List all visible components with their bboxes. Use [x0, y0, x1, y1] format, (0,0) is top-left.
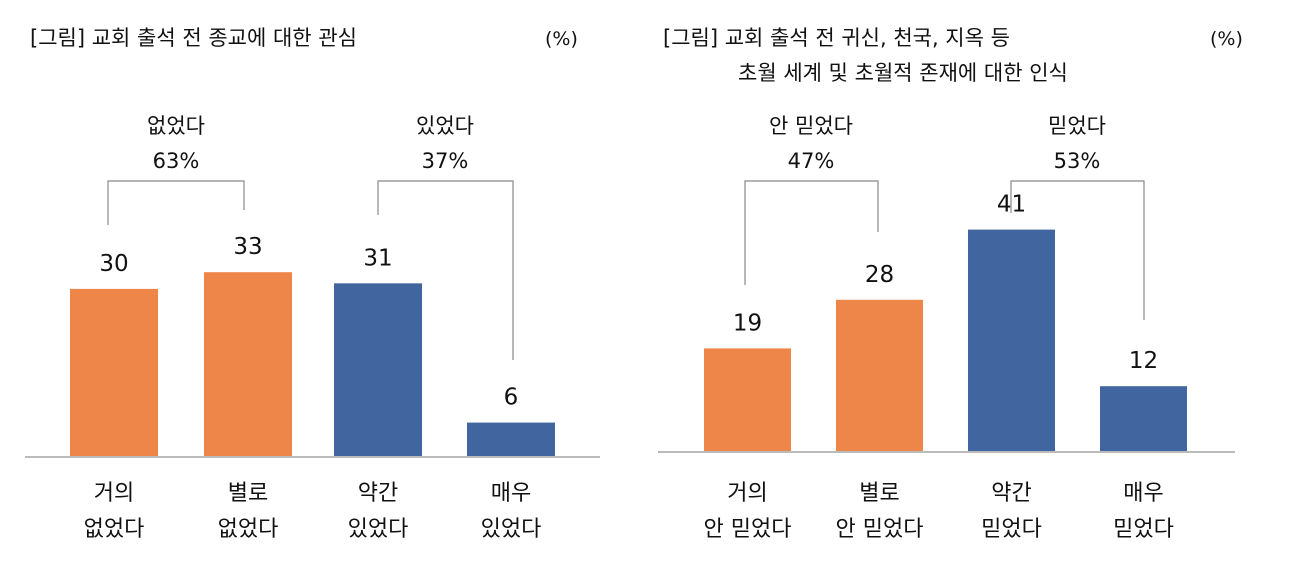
bar — [1100, 386, 1187, 451]
bar — [70, 288, 158, 456]
data-label: 6 — [504, 385, 519, 411]
bar — [968, 229, 1055, 451]
group-bracket — [744, 180, 879, 285]
category-label: 매우 — [1123, 481, 1163, 506]
group-label: 있었다 — [416, 114, 474, 138]
data-label: 19 — [733, 310, 762, 336]
group-label: 없었다 — [147, 114, 205, 138]
category-label: 거의 — [727, 481, 767, 506]
bar — [836, 299, 923, 451]
category-label: 믿었다 — [981, 517, 1042, 542]
category-label: 약간 — [358, 481, 398, 506]
chart-title: 초월 세계 및 초월적 존재에 대한 인식 — [738, 61, 1068, 85]
category-label: 매우 — [491, 481, 531, 506]
bar — [704, 348, 791, 451]
unit-label: (%) — [545, 28, 578, 50]
category-label: 믿었다 — [1113, 517, 1174, 542]
category-label: 있었다 — [348, 517, 409, 542]
group-value: 37% — [422, 149, 469, 173]
data-label: 30 — [99, 251, 128, 277]
group-label: 믿었다 — [1048, 114, 1106, 138]
category-label: 없었다 — [218, 517, 279, 542]
group-label: 안 믿었다 — [769, 114, 853, 138]
group-value: 53% — [1054, 149, 1101, 173]
category-label: 거의 — [94, 481, 134, 506]
data-label: 33 — [233, 234, 262, 260]
group-value: 63% — [153, 149, 200, 173]
data-label: 28 — [865, 262, 894, 288]
category-label: 별로 — [228, 481, 268, 506]
category-label: 별로 — [859, 481, 899, 506]
bar — [204, 272, 292, 456]
category-label: 안 믿었다 — [704, 517, 792, 542]
group-value: 47% — [788, 149, 835, 173]
data-label: 31 — [363, 245, 392, 271]
category-label: 안 믿었다 — [836, 517, 924, 542]
category-label: 있었다 — [481, 517, 542, 542]
unit-label: (%) — [1210, 28, 1243, 50]
category-label: 약간 — [991, 481, 1031, 506]
chart-title: [그림] 교회 출석 전 귀신, 천국, 지옥 등 — [663, 26, 1010, 50]
category-label: 없었다 — [84, 517, 145, 542]
group-bracket — [377, 180, 514, 360]
bar — [334, 283, 422, 456]
bar — [467, 422, 555, 456]
data-label: 12 — [1129, 348, 1158, 374]
chart-title: [그림] 교회 출석 전 종교에 대한 관심 — [30, 26, 357, 50]
group-bracket — [107, 180, 245, 225]
group-bracket — [1010, 180, 1145, 320]
